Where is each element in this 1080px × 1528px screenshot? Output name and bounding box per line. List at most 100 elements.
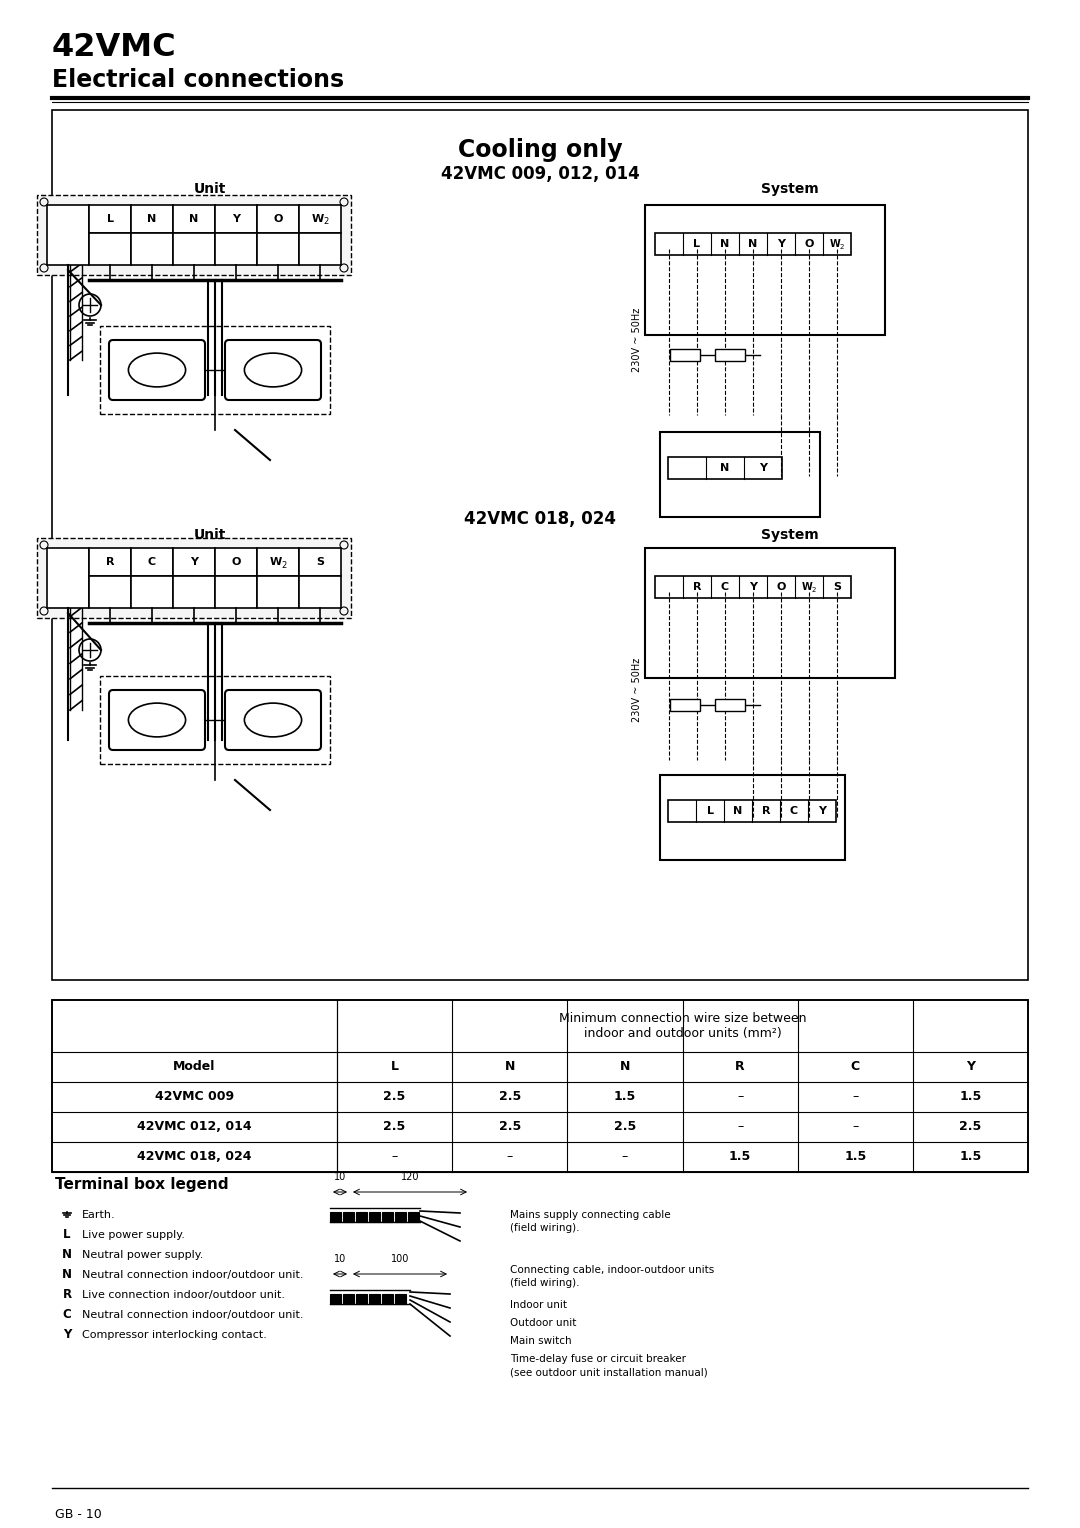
Bar — [52, 999, 1028, 1172]
Text: N: N — [720, 238, 730, 249]
Bar — [131, 205, 173, 232]
Text: N: N — [620, 1060, 630, 1074]
Bar — [100, 675, 330, 764]
Bar — [660, 432, 820, 516]
Bar — [654, 232, 851, 255]
Text: 1.5: 1.5 — [845, 1151, 866, 1163]
Text: 2.5: 2.5 — [499, 1091, 521, 1103]
FancyBboxPatch shape — [225, 341, 321, 400]
Text: 230V ~ 50Hz: 230V ~ 50Hz — [632, 307, 642, 373]
Text: 2: 2 — [812, 587, 816, 593]
Text: O: O — [231, 558, 241, 567]
Text: 2: 2 — [282, 561, 286, 570]
Bar — [299, 205, 341, 232]
Text: –: – — [737, 1091, 743, 1103]
Bar — [330, 1294, 341, 1303]
Text: 100: 100 — [391, 1254, 409, 1264]
Text: –: – — [852, 1091, 859, 1103]
Bar — [52, 999, 1028, 1172]
Bar — [257, 576, 299, 608]
Text: Model: Model — [173, 1060, 216, 1074]
Text: 42VMC: 42VMC — [52, 32, 177, 63]
Text: Mains supply connecting cable
(field wiring).: Mains supply connecting cable (field wir… — [510, 1210, 671, 1233]
Text: Unit: Unit — [193, 182, 226, 196]
Bar — [89, 232, 131, 264]
Text: N: N — [748, 238, 758, 249]
Bar — [89, 576, 131, 608]
Text: S: S — [833, 582, 841, 591]
Text: System: System — [761, 529, 819, 542]
Text: Y: Y — [750, 582, 757, 591]
Text: 42VMC 009: 42VMC 009 — [154, 1091, 234, 1103]
Bar — [215, 232, 257, 264]
Text: Indoor unit: Indoor unit — [510, 1300, 567, 1309]
Text: System: System — [761, 182, 819, 196]
Bar — [37, 538, 351, 617]
Text: Time-delay fuse or circuit breaker
(see outdoor unit installation manual): Time-delay fuse or circuit breaker (see … — [510, 1354, 707, 1377]
Bar — [715, 698, 745, 711]
Bar — [369, 1294, 380, 1303]
Text: N: N — [504, 1060, 515, 1074]
Bar — [356, 1294, 367, 1303]
Bar — [173, 205, 215, 232]
Text: S: S — [316, 558, 324, 567]
Text: Y: Y — [777, 238, 785, 249]
Ellipse shape — [129, 703, 186, 736]
Text: 1.5: 1.5 — [959, 1151, 982, 1163]
Text: W: W — [801, 582, 812, 591]
Text: 2.5: 2.5 — [383, 1091, 406, 1103]
Bar — [100, 325, 330, 414]
Ellipse shape — [244, 703, 301, 736]
Bar — [173, 576, 215, 608]
Text: Cooling only: Cooling only — [458, 138, 622, 162]
Text: 42VMC 018, 024: 42VMC 018, 024 — [464, 510, 616, 529]
Bar — [645, 205, 885, 335]
Bar — [215, 205, 257, 232]
Bar — [257, 205, 299, 232]
Text: Y: Y — [190, 558, 198, 567]
Text: R: R — [63, 1288, 71, 1302]
Text: 230V ~ 50Hz: 230V ~ 50Hz — [632, 659, 642, 723]
Text: W: W — [270, 558, 282, 567]
Text: Y: Y — [759, 463, 767, 474]
Text: N: N — [189, 214, 199, 225]
Bar — [48, 549, 89, 608]
Bar — [215, 549, 257, 576]
Text: N: N — [62, 1268, 72, 1282]
Text: Main switch: Main switch — [510, 1335, 571, 1346]
Text: 42VMC 012, 014: 42VMC 012, 014 — [137, 1120, 252, 1134]
Text: 2: 2 — [323, 217, 328, 226]
Text: O: O — [777, 582, 785, 591]
Text: L: L — [64, 1229, 71, 1241]
Text: L: L — [693, 238, 701, 249]
Text: 42VMC 018, 024: 42VMC 018, 024 — [137, 1151, 252, 1163]
Text: Y: Y — [818, 805, 826, 816]
FancyBboxPatch shape — [109, 341, 205, 400]
Bar — [395, 1212, 406, 1222]
Bar — [654, 576, 851, 597]
Text: 10: 10 — [334, 1254, 346, 1264]
Bar — [382, 1294, 393, 1303]
Text: –: – — [852, 1120, 859, 1134]
Bar — [670, 348, 700, 361]
Text: 120: 120 — [401, 1172, 419, 1183]
Text: C: C — [721, 582, 729, 591]
Bar — [645, 549, 895, 678]
Text: 2: 2 — [840, 244, 845, 251]
Bar — [669, 801, 836, 822]
Text: 10: 10 — [334, 1172, 346, 1183]
Bar — [37, 196, 351, 275]
Text: L: L — [706, 805, 714, 816]
Bar — [89, 205, 131, 232]
Text: R: R — [692, 582, 701, 591]
Text: Neutral power supply.: Neutral power supply. — [82, 1250, 203, 1261]
Text: R: R — [761, 805, 770, 816]
FancyBboxPatch shape — [109, 691, 205, 750]
Text: Y: Y — [63, 1328, 71, 1342]
Text: 2.5: 2.5 — [613, 1120, 636, 1134]
Text: –: – — [622, 1151, 629, 1163]
Bar — [356, 1212, 367, 1222]
Bar — [395, 1294, 406, 1303]
Bar — [670, 698, 700, 711]
Bar — [131, 576, 173, 608]
